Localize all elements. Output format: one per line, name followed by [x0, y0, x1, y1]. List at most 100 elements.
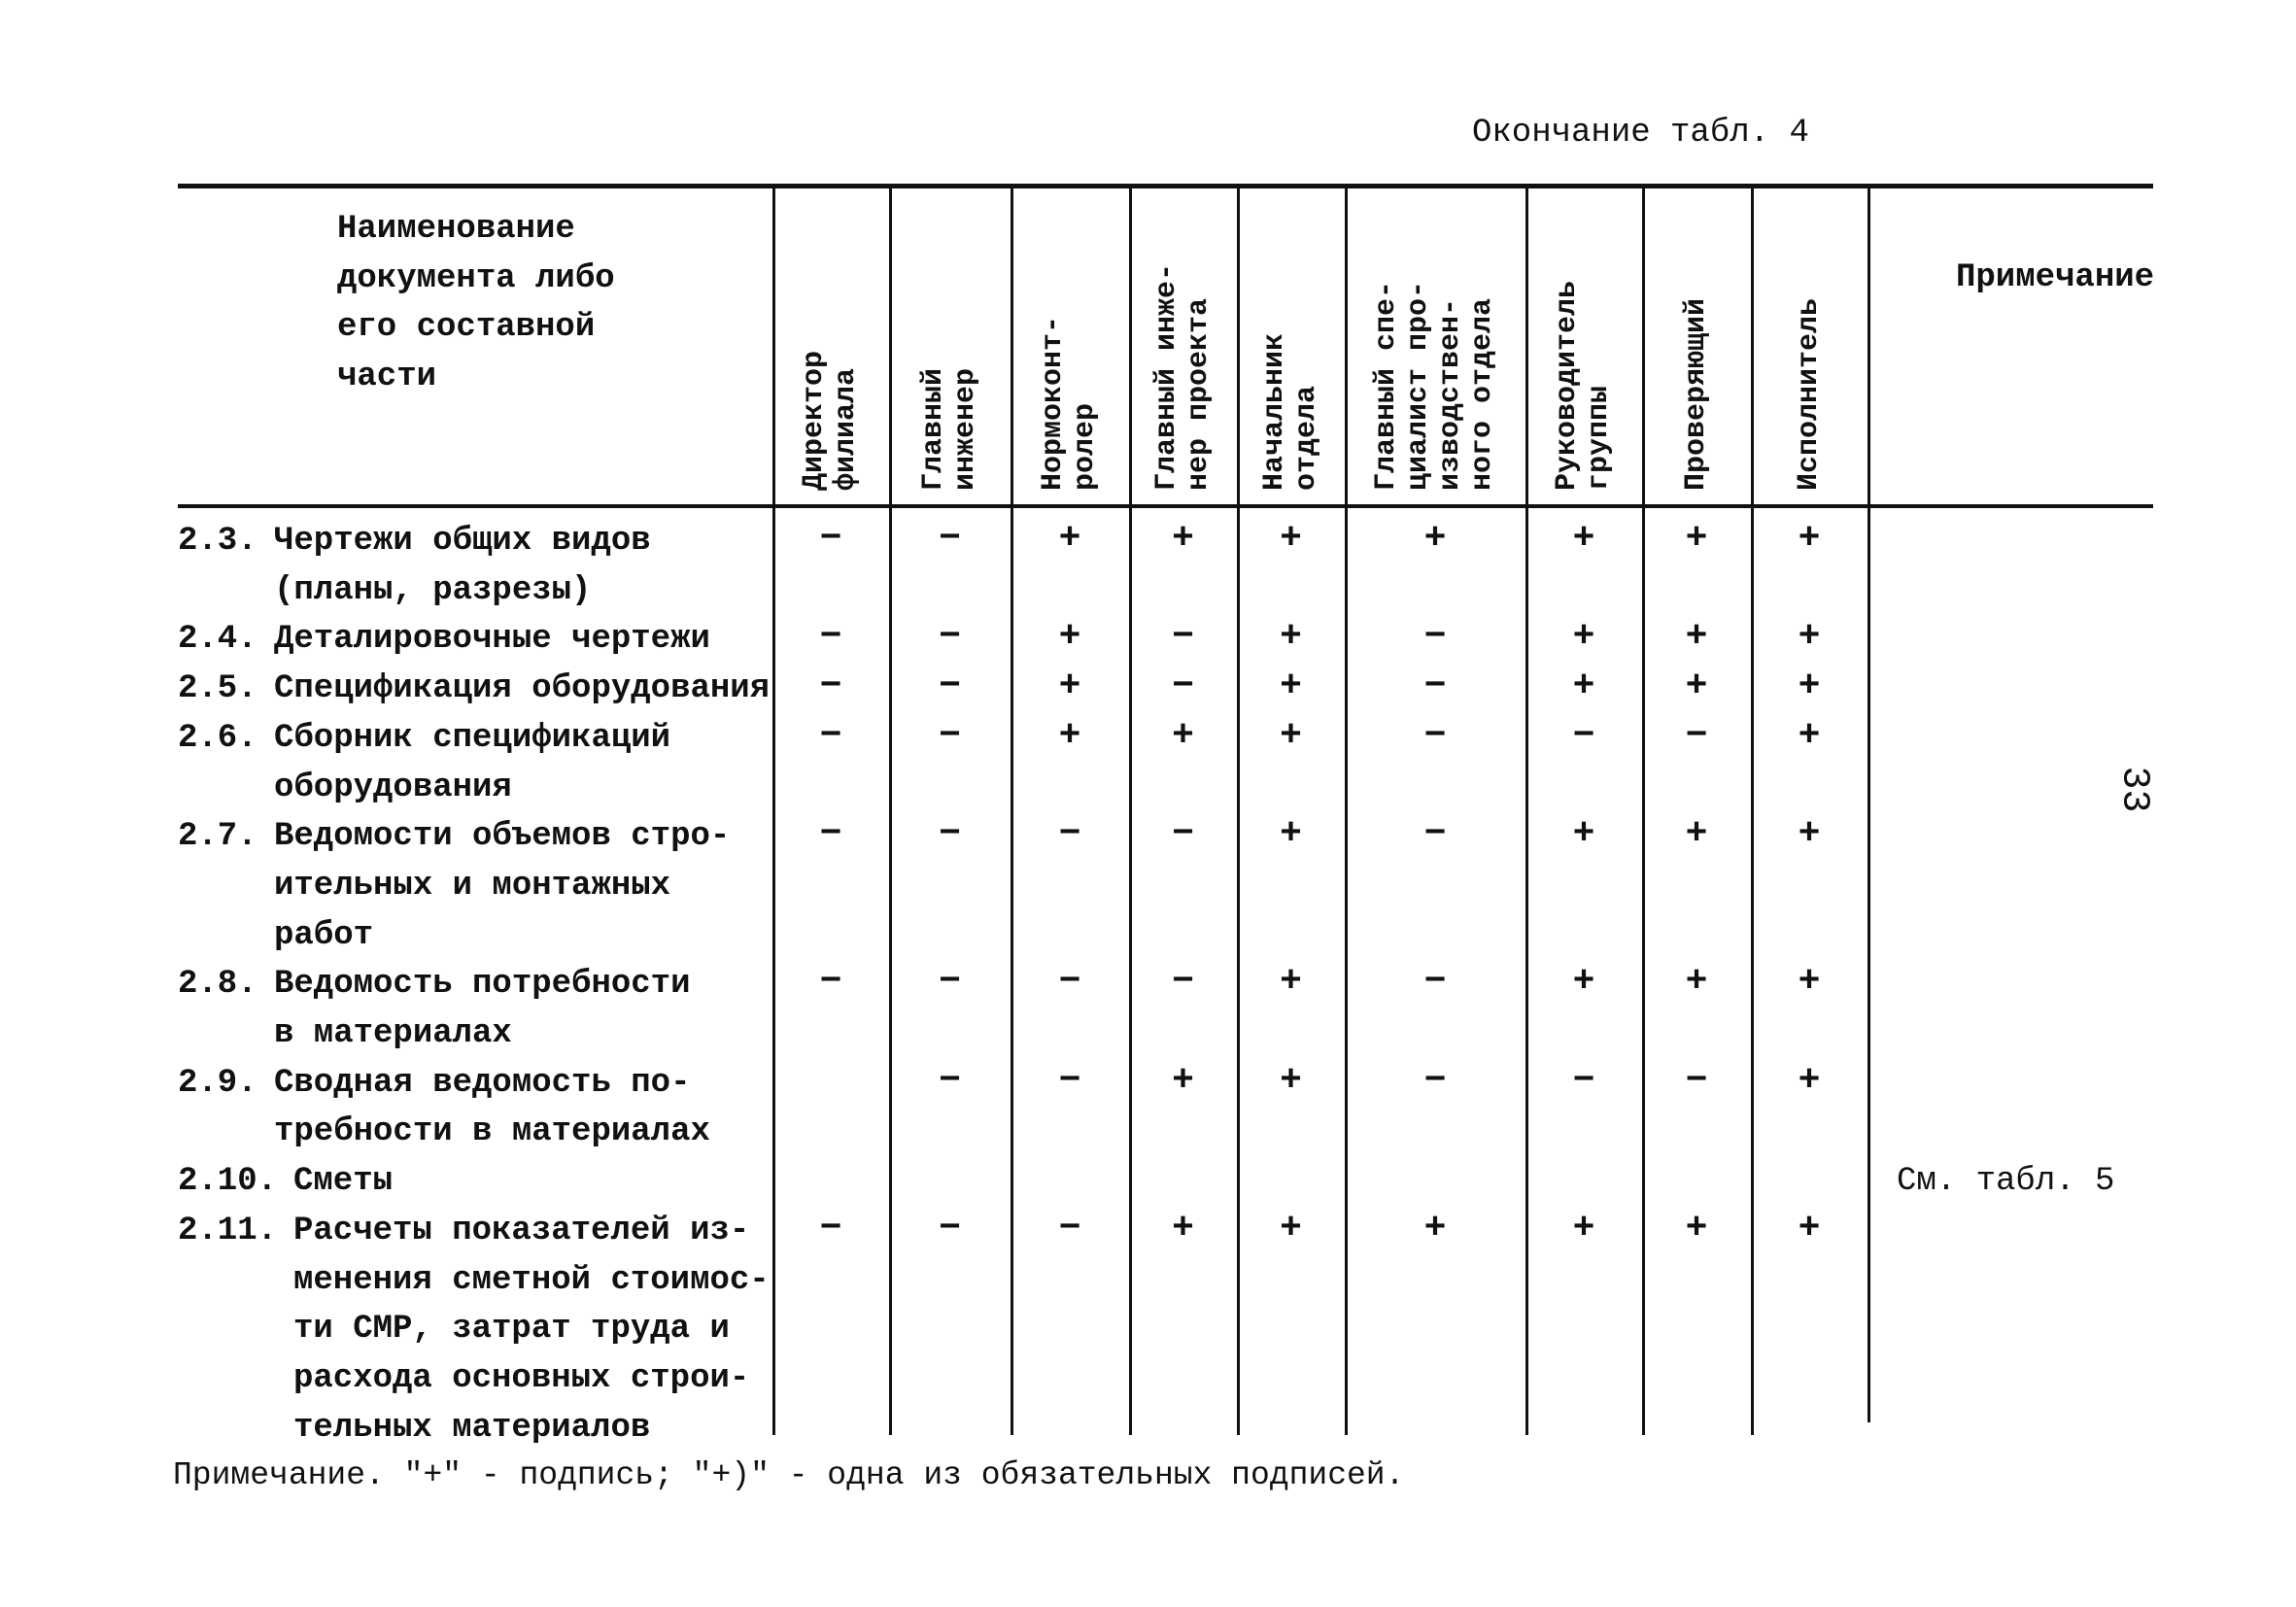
column-header: Исполнитель — [1792, 297, 1826, 491]
signature-not-required-mark: − — [1423, 1059, 1447, 1102]
column-header: Главный спе- циалист про- изводствен- но… — [1370, 280, 1499, 491]
signature-required-mark: + — [1280, 518, 1302, 560]
signature-required-mark: + — [1423, 1207, 1447, 1249]
signature-required-mark: + — [1423, 518, 1447, 560]
signature-required-mark: + — [1172, 714, 1194, 757]
signature-not-required-mark: − — [1172, 666, 1194, 708]
signature-not-required-mark: − — [1172, 813, 1194, 856]
row-title-line: Чертежи общих видов — [274, 523, 651, 560]
row-title-line: Сводная ведомость по- — [274, 1064, 691, 1102]
signature-required-mark: + — [1172, 518, 1194, 560]
column-divider — [1237, 188, 1240, 1435]
row-title-line: требности в материалах — [274, 1113, 710, 1151]
page-number: 33 — [2111, 766, 2156, 813]
name-header-line: части — [337, 358, 437, 395]
signature-not-required-mark: − — [939, 961, 961, 1004]
row-number: 2.11. — [178, 1212, 278, 1249]
row-title-line: Ведомости объемов стро- — [274, 818, 731, 856]
signature-not-required-mark: − — [939, 813, 961, 856]
column-divider — [772, 188, 775, 1435]
signature-required-mark: + — [1685, 518, 1708, 560]
signature-not-required-mark: − — [1423, 813, 1447, 856]
row-number: 2.4. — [178, 621, 257, 659]
signature-required-mark: + — [1798, 666, 1821, 708]
row-number: 2.6. — [178, 719, 257, 757]
column-divider — [1642, 188, 1645, 1435]
signature-required-mark: + — [1280, 616, 1302, 659]
signature-required-mark: + — [1685, 666, 1708, 708]
column-header: Директор филиала — [798, 350, 863, 491]
table-top-rule — [178, 184, 2153, 188]
signature-required-mark: + — [1572, 518, 1595, 560]
column-header: Начальник отдела — [1257, 332, 1323, 491]
column-divider — [889, 188, 892, 1435]
signature-required-mark: + — [1572, 961, 1595, 1004]
table-caption: Окончание табл. 4 — [1472, 115, 1809, 152]
signature-required-mark: + — [1685, 813, 1708, 856]
signature-required-mark: + — [1798, 1059, 1821, 1102]
row-title-line: ительных и монтажных — [274, 867, 671, 905]
column-divider — [1011, 188, 1013, 1435]
footnote: Примечание. "+" - подпись; "+)" - одна и… — [173, 1457, 1405, 1493]
row-title-line: Расчеты показателей из- — [293, 1212, 750, 1249]
signature-not-required-mark: − — [939, 1207, 961, 1249]
row-title-line: работ — [274, 916, 374, 954]
column-header: Главный инженер — [916, 367, 982, 491]
signature-required-mark: + — [1798, 714, 1821, 757]
signature-required-mark: + — [1798, 616, 1821, 659]
signature-not-required-mark: − — [1058, 1207, 1081, 1249]
column-header: Руководитель группы — [1551, 280, 1616, 491]
signature-required-mark: + — [1572, 813, 1595, 856]
row-number: 2.3. — [178, 523, 257, 560]
signature-required-mark: + — [1798, 813, 1821, 856]
signature-not-required-mark: − — [819, 1207, 842, 1249]
signature-not-required-mark: − — [1058, 1059, 1081, 1102]
row-title-line: Спецификация оборудования — [274, 670, 771, 708]
row-title-line: Сметы — [293, 1163, 394, 1201]
row-number: 2.9. — [178, 1064, 257, 1102]
signature-required-mark: + — [1572, 666, 1595, 708]
signature-not-required-mark: − — [1172, 961, 1194, 1004]
signature-required-mark: + — [1572, 616, 1595, 659]
note-column-header: Примечание — [1956, 259, 2155, 296]
signature-not-required-mark: − — [1685, 714, 1708, 757]
signature-required-mark: + — [1172, 1059, 1194, 1102]
signature-not-required-mark: − — [1685, 1059, 1708, 1102]
signature-required-mark: + — [1280, 666, 1302, 708]
name-header-line: Наименование — [337, 211, 575, 248]
row-number: 2.5. — [178, 670, 257, 708]
signature-required-mark: + — [1280, 1207, 1302, 1249]
column-divider — [1751, 188, 1754, 1435]
row-title-line: (планы, разрезы) — [274, 571, 592, 609]
column-header: Проверяющий — [1679, 297, 1713, 491]
signature-required-mark: + — [1798, 518, 1821, 560]
signature-required-mark: + — [1058, 666, 1081, 708]
signature-not-required-mark: − — [939, 1059, 961, 1102]
name-header-line: его составной — [337, 309, 596, 346]
signature-required-mark: + — [1798, 1207, 1821, 1249]
signature-not-required-mark: − — [1058, 813, 1081, 856]
row-title-line: ти СМР, затрат труда и — [293, 1311, 730, 1349]
signature-not-required-mark: − — [1423, 714, 1447, 757]
row-title-line: Сборник спецификаций — [274, 719, 671, 757]
header-bottom-rule — [178, 504, 2153, 508]
signature-not-required-mark: − — [819, 518, 842, 560]
signature-not-required-mark: − — [1423, 616, 1447, 659]
signature-not-required-mark: − — [819, 961, 842, 1004]
column-header: Нормоконт- ролер — [1037, 315, 1102, 491]
signature-required-mark: + — [1058, 714, 1081, 757]
signature-required-mark: + — [1058, 616, 1081, 659]
signature-not-required-mark: − — [1572, 1059, 1595, 1102]
row-title-line: оборудования — [274, 769, 512, 806]
signature-not-required-mark: − — [1172, 616, 1194, 659]
row-title-line: тельных материалов — [293, 1409, 651, 1447]
row-title-line: Деталировочные чертежи — [274, 621, 710, 659]
row-number: 2.10. — [178, 1163, 278, 1201]
row-number: 2.8. — [178, 966, 257, 1004]
row-note: См. табл. 5 — [1897, 1163, 2115, 1201]
signature-required-mark: + — [1172, 1207, 1194, 1249]
signature-not-required-mark: − — [819, 666, 842, 708]
row-number: 2.7. — [178, 818, 257, 856]
signature-required-mark: + — [1572, 1207, 1595, 1249]
signature-required-mark: + — [1280, 1059, 1302, 1102]
